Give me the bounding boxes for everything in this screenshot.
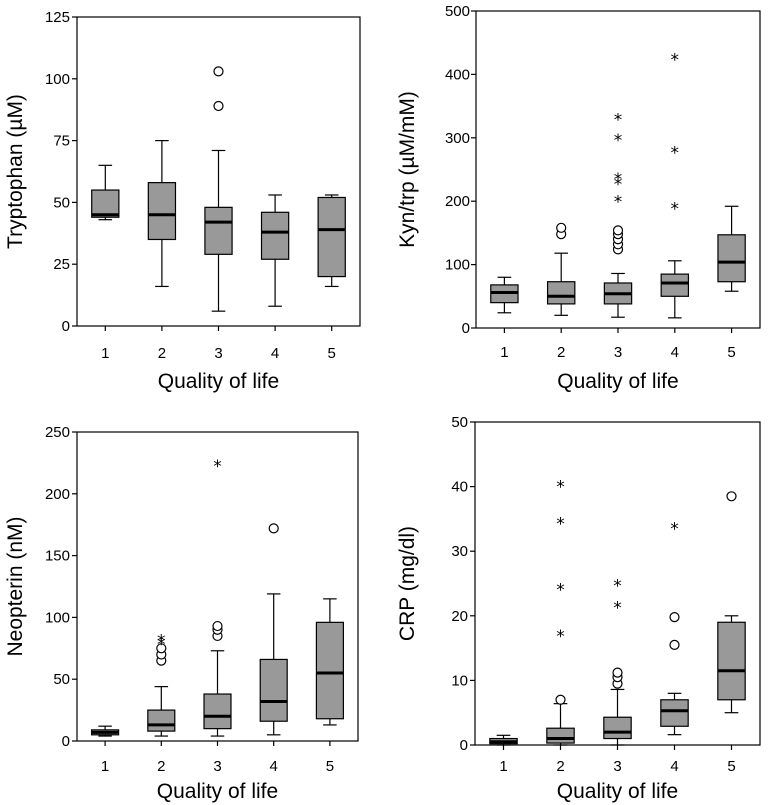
chart4-extreme-point: * — [556, 627, 565, 647]
chart2-extreme-point: * — [671, 143, 680, 163]
chart1-ytick-label: 75 — [53, 133, 70, 150]
chart2-xtick-label: 5 — [727, 344, 735, 361]
chart4-extreme-point: * — [556, 478, 565, 498]
chart4-ytick-label: 30 — [451, 543, 468, 560]
chart2-ytick-label: 0 — [462, 320, 470, 337]
chart2-extreme-point: * — [614, 131, 623, 151]
chart2-ytick-label: 500 — [445, 3, 470, 20]
chart4-ytick-label: 10 — [451, 672, 468, 689]
chart4-xtick-label: 2 — [556, 758, 564, 775]
chart4-ytick-label: 20 — [451, 608, 468, 625]
chart1-box — [91, 189, 120, 218]
chart4-xtick-label: 3 — [613, 758, 621, 775]
chart1-xtick-label: 4 — [271, 345, 279, 362]
chart3-outlier-point — [156, 643, 167, 654]
chart1-y-axis-title: Tryptophan (µM) — [4, 94, 27, 249]
chart4-extreme-point: * — [556, 514, 565, 534]
chart1-xtick-label: 5 — [328, 345, 336, 362]
chart2-xtick-label: 2 — [557, 344, 565, 361]
chart2-ytick-label: 100 — [445, 257, 470, 274]
chart3-box — [259, 658, 288, 722]
chart3-extreme-point: * — [157, 631, 166, 651]
chart1-box — [317, 196, 346, 278]
chart1-ytick-label: 50 — [53, 194, 70, 211]
chart4-extreme-point: * — [613, 598, 622, 618]
chart2-box — [546, 281, 576, 305]
chart2-outlier-point — [556, 222, 567, 233]
chart4-box — [717, 621, 746, 701]
chart2-extreme-point: * — [671, 50, 680, 70]
chart3-x-axis-title: Quality of life — [157, 780, 278, 803]
chart2-ytick-label: 300 — [445, 130, 470, 147]
chart1-xtick-label: 1 — [101, 345, 109, 362]
chart3-ytick-label: 100 — [45, 609, 70, 626]
chart4-extreme-point: * — [613, 577, 622, 597]
chart4-xtick-label: 1 — [499, 758, 507, 775]
chart4-outlier-point — [612, 667, 623, 678]
chart3-extreme-point: * — [213, 457, 222, 477]
chart3-extreme-point: * — [157, 635, 166, 655]
chart2-xtick-label: 4 — [671, 344, 679, 361]
chart2-ytick-label: 200 — [445, 193, 470, 210]
chart3-xtick-label: 3 — [213, 758, 221, 775]
chart1-box — [204, 206, 233, 255]
chart3-y-axis-title: Neopterin (nM) — [4, 516, 27, 656]
chart4-outlier-point — [555, 694, 566, 705]
chart4-y-axis-title: CRP (mg/dl) — [396, 526, 419, 641]
chart1-ytick-label: 0 — [62, 318, 70, 335]
chart2-box — [717, 234, 746, 283]
chart4-ytick-label: 40 — [451, 479, 468, 496]
chart1-x-axis-title: Quality of life — [158, 370, 279, 393]
chart1-box — [147, 182, 177, 241]
chart3-box — [203, 693, 232, 730]
chart3-outlier-point — [212, 620, 223, 632]
chart1-ytick-label: 100 — [45, 71, 70, 88]
chart4-extreme-point: * — [670, 520, 679, 540]
chart2-outlier-point — [612, 225, 624, 236]
chart2-extreme-point: * — [614, 175, 623, 195]
chart4-box — [603, 716, 632, 740]
chart2-x-axis-title: Quality of life — [557, 370, 678, 393]
chart4-extreme-point: * — [556, 580, 565, 600]
chart2-xtick-label: 3 — [614, 344, 622, 361]
chart2-xtick-label: 1 — [500, 344, 508, 361]
chart3-ytick-label: 0 — [62, 733, 70, 750]
chart3-outlier-point — [268, 523, 279, 534]
chart2-extreme-point: * — [614, 111, 623, 131]
chart3-ytick-label: 50 — [53, 671, 70, 688]
chart2-extreme-point: * — [614, 192, 623, 212]
chart3-ytick-label: 250 — [45, 424, 70, 441]
chart4-x-axis-title: Quality of life — [557, 780, 678, 803]
chart4-outlier-point — [669, 611, 680, 623]
chart3-box — [147, 709, 176, 732]
chart2-box — [660, 273, 690, 297]
chart1-ytick-label: 25 — [53, 256, 70, 273]
chart3-box — [315, 621, 344, 720]
chart3-xtick-label: 4 — [270, 758, 278, 775]
chart3-xtick-label: 5 — [326, 758, 334, 775]
chart1-ytick-label: 125 — [45, 9, 70, 26]
chart4-xtick-label: 5 — [727, 758, 735, 775]
chart4-box — [660, 699, 689, 727]
chart4-ytick-label: 50 — [451, 414, 468, 431]
chart3-xtick-label: 1 — [101, 758, 109, 775]
chart2-ytick-label: 400 — [445, 66, 470, 83]
chart4-xtick-label: 4 — [670, 758, 678, 775]
chart1-xtick-label: 2 — [158, 345, 166, 362]
chart2-extreme-point: * — [671, 199, 680, 219]
chart1-xtick-label: 3 — [214, 345, 222, 362]
chart4-outlier-point — [726, 491, 737, 502]
chart1-outlier-point — [213, 100, 224, 112]
chart4-box — [546, 727, 575, 744]
chart3-ytick-label: 200 — [45, 486, 70, 503]
chart1-box — [260, 211, 290, 260]
chart3-ytick-label: 150 — [45, 548, 70, 565]
chart2-y-axis-title: Kyn/trp (µM/mM) — [396, 91, 419, 248]
chart1-outlier-point — [213, 66, 224, 77]
chart2-extreme-point: * — [614, 170, 623, 190]
chart4-ytick-label: 0 — [460, 737, 468, 754]
chart3-xtick-label: 2 — [157, 758, 165, 775]
chart4-outlier-point — [669, 639, 680, 650]
